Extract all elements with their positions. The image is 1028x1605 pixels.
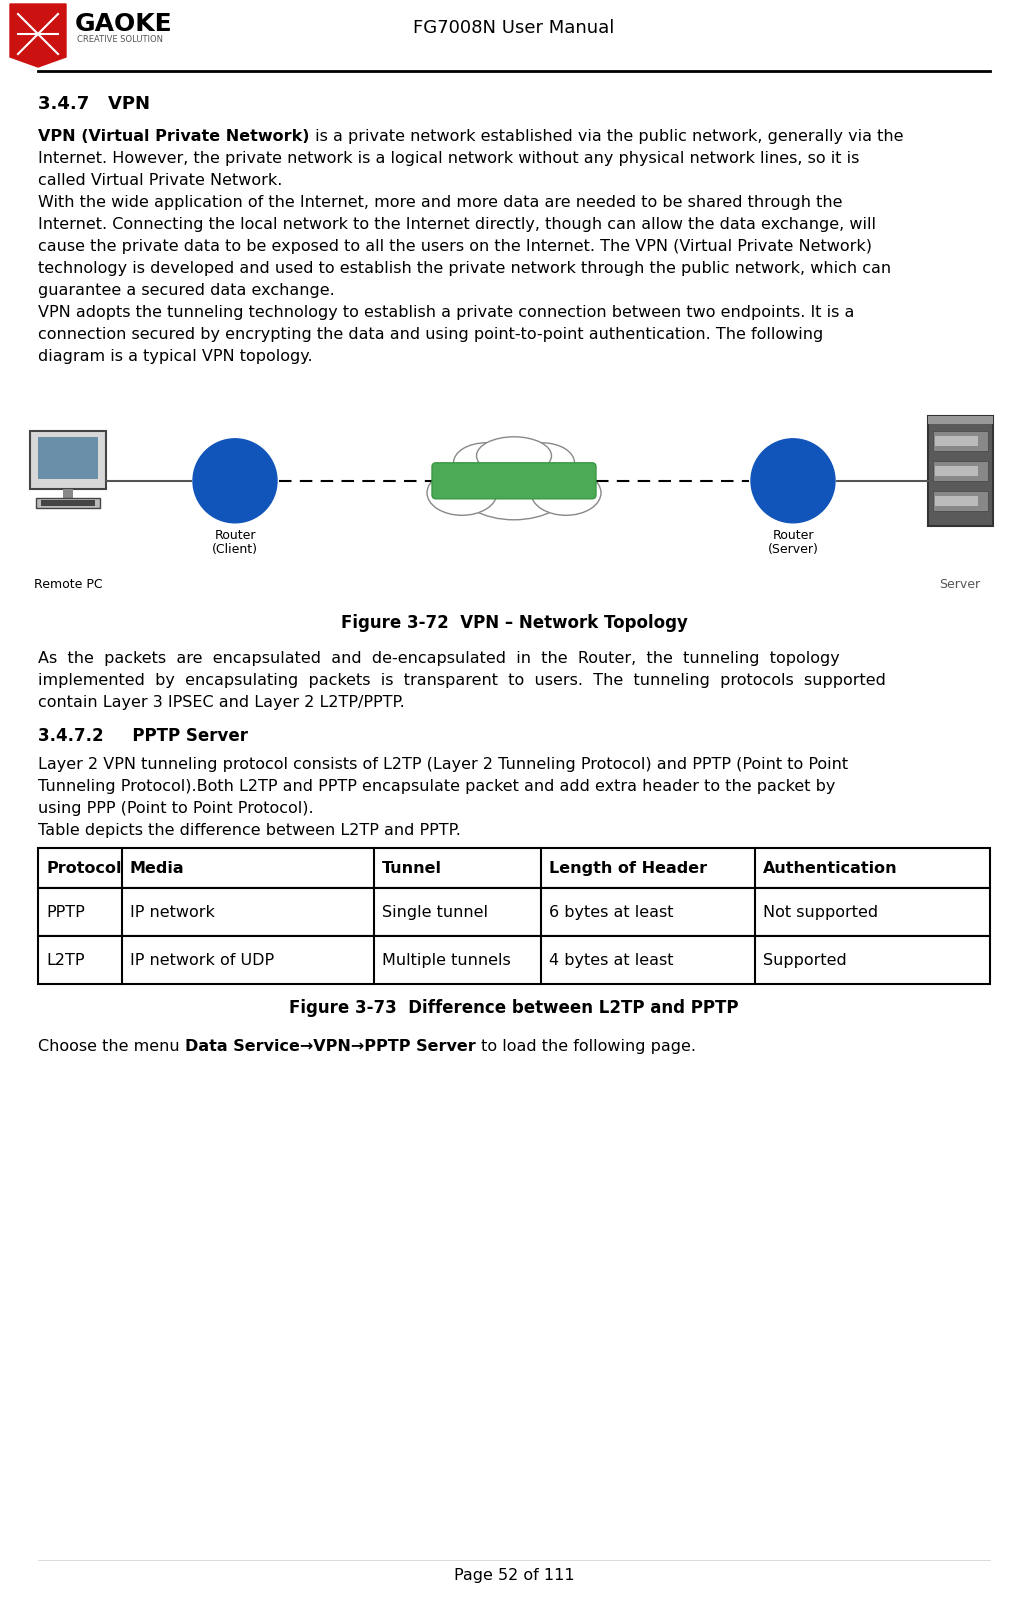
Text: Server: Server <box>940 578 981 591</box>
Bar <box>934 437 978 446</box>
Text: IP network: IP network <box>130 905 215 920</box>
Text: Figure 3-73  Difference between L2TP and PPTP: Figure 3-73 Difference between L2TP and … <box>289 998 739 1016</box>
Text: Internet. However, the private network is a logical network without any physical: Internet. However, the private network i… <box>38 151 859 165</box>
Polygon shape <box>10 5 66 67</box>
Ellipse shape <box>427 470 497 515</box>
Text: Figure 3-72  VPN – Network Topology: Figure 3-72 VPN – Network Topology <box>340 613 688 632</box>
Circle shape <box>751 440 835 523</box>
Bar <box>927 417 992 526</box>
Text: implemented  by  encapsulating  packets  is  transparent  to  users.  The  tunne: implemented by encapsulating packets is … <box>38 672 886 687</box>
Text: Data Service→VPN→PPTP Server: Data Service→VPN→PPTP Server <box>185 1038 476 1053</box>
Text: GAOKE: GAOKE <box>75 11 173 35</box>
Text: 4 bytes at least: 4 bytes at least <box>549 953 673 968</box>
Bar <box>36 499 100 509</box>
Text: Internet. Connecting the local network to the Internet directly, though can allo: Internet. Connecting the local network t… <box>38 217 876 231</box>
Bar <box>63 490 73 499</box>
Text: using PPP (Point to Point Protocol).: using PPP (Point to Point Protocol). <box>38 801 314 815</box>
Bar <box>38 849 990 889</box>
Text: VPN (Virtual Private Network): VPN (Virtual Private Network) <box>38 128 309 144</box>
Text: Page 52 of 111: Page 52 of 111 <box>453 1566 575 1583</box>
Text: technology is developed and used to establish the private network through the pu: technology is developed and used to esta… <box>38 262 891 276</box>
Ellipse shape <box>510 443 575 483</box>
Bar <box>932 491 988 512</box>
Bar <box>38 889 990 936</box>
Text: Tunneling Protocol).Both L2TP and PPTP encapsulate packet and add extra header t: Tunneling Protocol).Both L2TP and PPTP e… <box>38 778 836 793</box>
Bar <box>38 438 98 480</box>
Circle shape <box>193 440 277 523</box>
Text: Table depicts the difference between L2TP and PPTP.: Table depicts the difference between L2T… <box>38 822 461 838</box>
Text: L2TP: L2TP <box>46 953 84 968</box>
Text: Authentication: Authentication <box>763 860 897 876</box>
Bar <box>934 496 978 507</box>
Text: Single tunnel: Single tunnel <box>382 905 488 920</box>
Text: Length of Header: Length of Header <box>549 860 707 876</box>
FancyBboxPatch shape <box>432 464 596 499</box>
Text: Tunnel: Tunnel <box>382 860 442 876</box>
Text: Layer 2 VPN tunneling protocol consists of L2TP (Layer 2 Tunneling Protocol) and: Layer 2 VPN tunneling protocol consists … <box>38 756 848 772</box>
Ellipse shape <box>531 470 601 515</box>
Text: CREATIVE SOLUTION: CREATIVE SOLUTION <box>77 35 163 43</box>
Text: With the wide application of the Internet, more and more data are needed to be s: With the wide application of the Interne… <box>38 194 843 210</box>
Text: IP network of UDP: IP network of UDP <box>130 953 273 968</box>
Text: As  the  packets  are  encapsulated  and  de-encapsulated  in  the  Router,  the: As the packets are encapsulated and de-e… <box>38 650 840 666</box>
Text: connection secured by encrypting the data and using point-to-point authenticatio: connection secured by encrypting the dat… <box>38 327 823 342</box>
Ellipse shape <box>456 453 572 520</box>
Text: Protocol: Protocol <box>46 860 121 876</box>
Ellipse shape <box>477 438 551 475</box>
Bar <box>41 501 95 507</box>
Text: cause the private data to be exposed to all the users on the Internet. The VPN (: cause the private data to be exposed to … <box>38 239 872 254</box>
Text: PPTP: PPTP <box>46 905 84 920</box>
Text: (Server): (Server) <box>768 542 818 555</box>
Bar <box>927 417 992 425</box>
Ellipse shape <box>453 443 518 483</box>
Text: to load the following page.: to load the following page. <box>476 1038 696 1053</box>
Text: VPN  Tunnel: VPN Tunnel <box>467 475 561 488</box>
Text: contain Layer 3 IPSEC and Layer 2 L2TP/PPTP.: contain Layer 3 IPSEC and Layer 2 L2TP/P… <box>38 695 405 709</box>
Bar <box>932 432 988 451</box>
Text: Router: Router <box>214 528 256 541</box>
Text: Multiple tunnels: Multiple tunnels <box>382 953 511 968</box>
Text: 3.4.7.2     PPTP Server: 3.4.7.2 PPTP Server <box>38 727 248 745</box>
Text: 3.4.7   VPN: 3.4.7 VPN <box>38 95 150 112</box>
Text: Router: Router <box>772 528 814 541</box>
Text: is a private network established via the public network, generally via the: is a private network established via the… <box>309 128 903 144</box>
Text: FG7008N User Manual: FG7008N User Manual <box>413 19 615 37</box>
Text: (Client): (Client) <box>212 542 258 555</box>
Text: Supported: Supported <box>763 953 847 968</box>
Text: diagram is a typical VPN topology.: diagram is a typical VPN topology. <box>38 348 313 364</box>
Text: 6 bytes at least: 6 bytes at least <box>549 905 673 920</box>
Bar <box>932 462 988 481</box>
Text: Choose the menu: Choose the menu <box>38 1038 185 1053</box>
Text: Remote PC: Remote PC <box>34 578 103 591</box>
Text: VPN adopts the tunneling technology to establish a private connection between tw: VPN adopts the tunneling technology to e… <box>38 305 854 319</box>
Text: Not supported: Not supported <box>763 905 878 920</box>
Bar <box>30 432 106 490</box>
Bar <box>38 936 990 984</box>
Text: Media: Media <box>130 860 184 876</box>
Text: guarantee a secured data exchange.: guarantee a secured data exchange. <box>38 282 335 299</box>
Text: called Virtual Private Network.: called Virtual Private Network. <box>38 173 283 188</box>
Bar <box>934 467 978 477</box>
